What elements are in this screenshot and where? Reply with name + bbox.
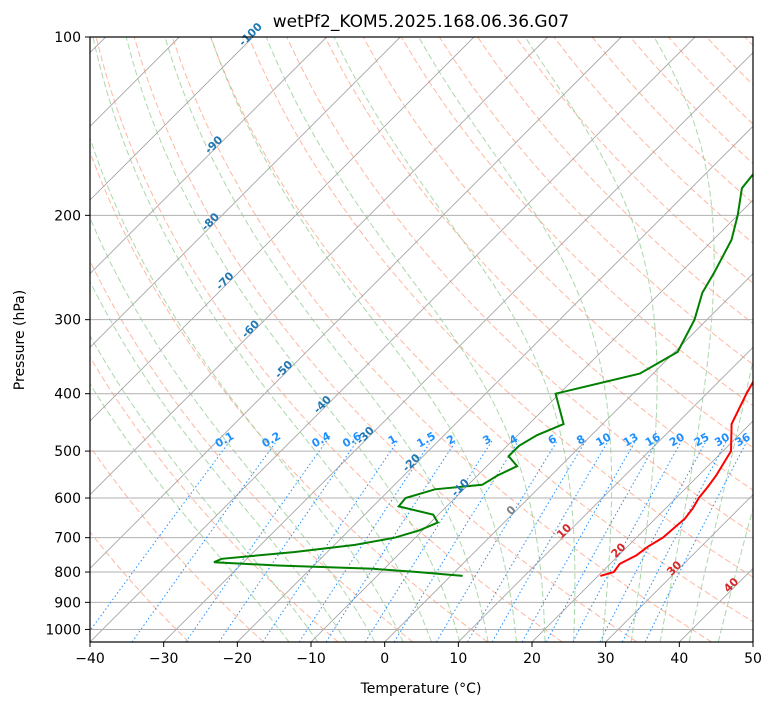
isotherm-line: [90, 37, 475, 422]
profile-lines: [213, 172, 753, 577]
mixing-ratio-line: [467, 440, 587, 642]
moist-adiabat-line: [90, 216, 376, 642]
plot-background: [90, 37, 753, 642]
dry-adiabat-line: [90, 356, 339, 642]
mixing-ratio-line: [435, 440, 558, 642]
isotherm-line: [90, 37, 327, 275]
y-tick-label: 300: [54, 313, 81, 329]
dry-adiabat-line: [95, 37, 563, 642]
dry-adiabat-line: [438, 37, 753, 366]
isotherm-line: [605, 494, 753, 642]
mixing-ratio-line: [491, 440, 609, 642]
mixing-ratio-line: [644, 440, 748, 642]
y-tick-label: 100: [54, 30, 81, 46]
y-tick-label: 700: [54, 531, 81, 547]
dry-adiabat-line: [171, 37, 712, 642]
x-tick-label: 20: [523, 651, 541, 667]
moist-adiabat-line: [164, 37, 489, 642]
moist-adiabat-line: [524, 37, 658, 642]
dry-adiabat-line: [90, 445, 264, 642]
moist-adiabat-line: [92, 37, 432, 642]
dry-adiabat-line: [248, 37, 753, 578]
isotherm-line: [237, 125, 753, 642]
y-tick-label: 900: [54, 595, 81, 611]
y-tick-label: 200: [54, 208, 81, 224]
mixing-ratio-line: [364, 440, 493, 642]
isotherm-line: [458, 346, 753, 642]
x-tick-label: 50: [744, 651, 762, 667]
y-tick-label: 500: [54, 444, 81, 460]
x-tick-label: 30: [597, 651, 615, 667]
mixing-ratio-line: [131, 440, 278, 642]
y-tick-label: 600: [54, 491, 81, 507]
moist-adiabat-line: [90, 280, 347, 642]
moist-adiabat-line: [90, 334, 319, 642]
x-tick-label: 0: [380, 651, 389, 667]
moist-adiabat-line: [265, 37, 546, 642]
moist-adiabat-line: [125, 37, 461, 642]
axis-ticks: −40 −30 −20 −10 0 10 20 30 40 50 100 200 300 400 500 60…: [45, 30, 762, 667]
x-tick-label: −10: [296, 651, 326, 667]
moist-adiabat-line: [653, 37, 715, 642]
mixing-ratio-line: [393, 440, 520, 642]
y-tick-label: 1000: [45, 622, 81, 638]
dry-adiabat-line: [210, 37, 753, 623]
dry-adiabat-line: [90, 531, 190, 642]
x-tick-label: −30: [149, 651, 179, 667]
mixing-ratio-line: [545, 440, 659, 642]
x-tick-label: 40: [670, 651, 688, 667]
plot-frame: [89, 36, 754, 643]
moist-adiabat-line: [90, 382, 290, 642]
mixing-ratio-line: [325, 440, 457, 642]
temperature-profile: [600, 380, 753, 577]
isotherm-line: [90, 37, 548, 496]
isotherm-line: [163, 52, 753, 642]
isotherm-line: [90, 37, 622, 569]
moist-adiabat-line: [90, 136, 404, 642]
mixing-ratio-line: [185, 440, 328, 642]
moist-adiabat-line: [333, 37, 576, 642]
dry-adiabat-line: [90, 150, 488, 642]
y-axis-title: Pressure (hPa): [12, 290, 28, 390]
mixing-ratio-line: [521, 440, 637, 642]
isotherm-line: [384, 273, 753, 642]
isotherm-line: [531, 420, 753, 642]
isotherm-line: [90, 37, 696, 642]
background-lines: [90, 37, 753, 642]
mixing-ratio-line: [298, 440, 432, 642]
x-axis-title: Temperature (°C): [360, 681, 482, 697]
isotherm-line: [310, 199, 753, 642]
x-tick-label: −20: [223, 651, 253, 667]
y-tick-label: 400: [54, 387, 81, 403]
isotherm-line: [90, 37, 401, 348]
mixing-ratio-line: [90, 440, 231, 632]
mixing-ratio-line: [262, 440, 399, 642]
chart-title: wetPf2_KOM5.2025.168.06.36.G07: [273, 12, 569, 32]
x-tick-label: 10: [449, 651, 467, 667]
dry-adiabat-line: [400, 37, 753, 407]
mixing-ratio-line: [572, 440, 683, 642]
x-tick-label: −40: [75, 651, 105, 667]
isotherm-line: [752, 641, 753, 642]
dewpoint-profile: [213, 172, 753, 577]
y-tick-label: 800: [54, 565, 81, 581]
dry-adiabat-line: [515, 37, 753, 284]
moist-adiabat-line: [688, 358, 753, 642]
moist-adiabat-line: [418, 37, 613, 642]
moist-adiabat-line: [210, 37, 517, 642]
isotherm-line: [90, 37, 254, 201]
